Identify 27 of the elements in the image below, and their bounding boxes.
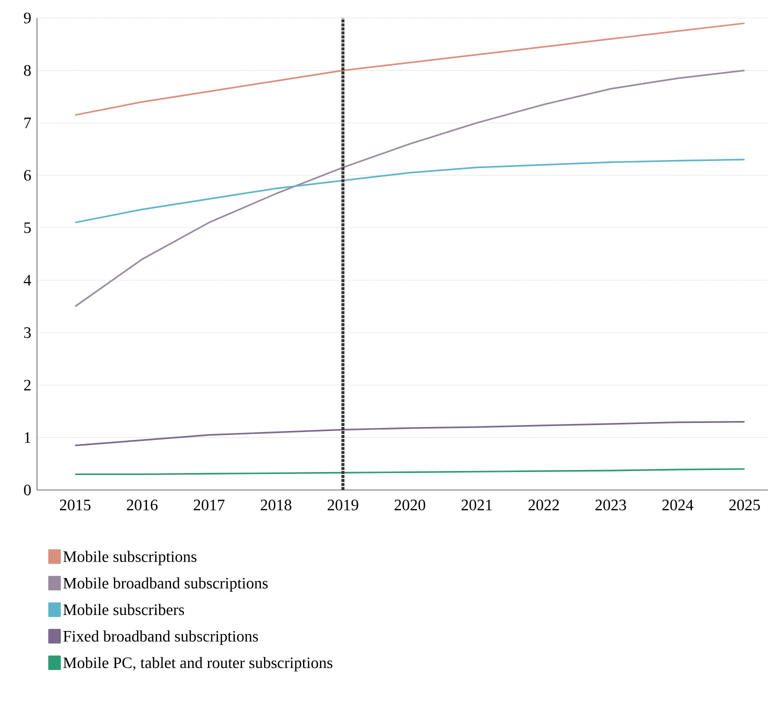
x-tick-label: 2024 [662, 500, 694, 510]
y-tick-label: 2 [24, 380, 30, 390]
x-tick-label: 2016 [126, 500, 158, 510]
y-tick-label: 8 [24, 65, 31, 76]
x-tick-label: 2021 [462, 500, 492, 510]
legend-label: Mobile subscriptions [63, 550, 196, 566]
x-tick-label: 2018 [260, 500, 292, 510]
y-tick-label: 5 [24, 222, 31, 234]
x-tick-label: 2025 [729, 500, 760, 510]
legend-label: Mobile PC, tablet and router subscriptions [63, 656, 332, 672]
x-tick-label: 2022 [528, 500, 559, 510]
y-tick-label: 4 [24, 274, 32, 286]
y-tick-label: 9 [24, 12, 31, 24]
y-tick-label: 7 [24, 118, 31, 128]
y-tick-label: 3 [24, 327, 31, 338]
legend-label: Mobile broadband subscriptions [63, 577, 268, 592]
y-tick-label: 1 [24, 432, 30, 443]
x-tick-label: 2017 [194, 500, 225, 510]
y-tick-label: 0 [24, 484, 31, 496]
line-series [74, 70, 746, 308]
x-tick-label: 2015 [60, 500, 90, 510]
x-tick-label: 2023 [595, 500, 626, 510]
x-tick-label: 2019 [328, 500, 358, 510]
x-tick-label: 2020 [394, 500, 426, 510]
legend-label: Mobile subscribers [63, 604, 184, 616]
y-tick-label: 6 [24, 170, 31, 181]
legend-label: Fixed broadband subscriptions [63, 630, 258, 645]
